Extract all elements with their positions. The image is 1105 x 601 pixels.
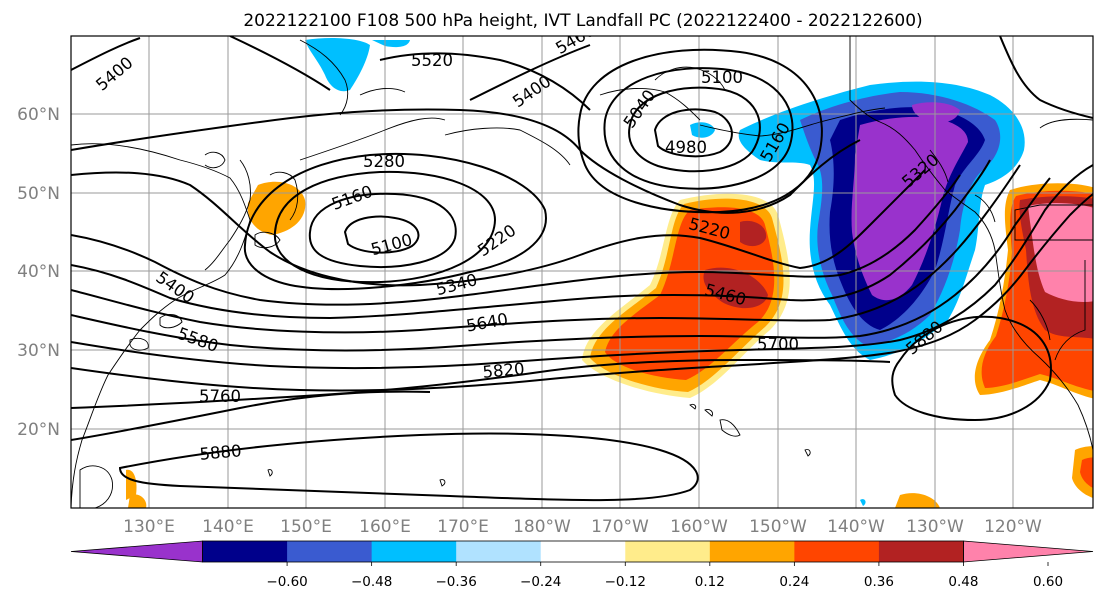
lat-label: 50°N [17,184,60,204]
lat-label: 20°N [17,420,60,440]
longitude-labels: 130°E 140°E 150°E 160°E 170°E 180°W 170°… [123,517,1042,537]
contour-label: 5520 [411,51,453,70]
colorbar-tick-label: 0.36 [864,574,894,590]
contour-label: 4980 [665,138,707,157]
ivt-positive-shading [126,181,1093,508]
contour-label: 5100 [701,68,743,87]
lon-label: 130°E [123,517,175,537]
lon-label: 120°W [984,517,1042,537]
lat-label: 40°N [17,262,60,282]
colorbar-extend-low [70,540,203,563]
colorbar-segment [540,541,626,562]
map-frame [70,35,1094,509]
colorbar-segment [202,541,288,562]
lon-label: 170°E [437,517,489,537]
colorbar-tick-label: −0.24 [520,574,561,590]
lon-label: 180°W [513,517,571,537]
lon-label: 170°W [591,517,649,537]
lat-label: 60°N [17,105,60,125]
colorbar-tick-label: 0.24 [779,574,809,590]
colorbar-tick-label: 0.12 [695,574,725,590]
contour-label: 5880 [199,441,242,464]
colorbar-segment [287,541,373,562]
colorbar-segment [371,541,457,562]
colorbar-tick-label: 0.60 [1033,574,1063,590]
graticule [71,36,1093,508]
colorbar-segment [625,541,711,562]
colorbar-tick-label: −0.12 [605,574,646,590]
map-area: 5400 5520 5460 5400 5100 5040 4980 5160 … [71,36,1093,508]
colorbar-segment [456,541,542,562]
contour-label: 5820 [482,359,525,382]
colorbar-tick-label: −0.48 [351,574,392,590]
height-contours [71,36,1093,502]
colorbar-tick-label: −0.60 [266,574,307,590]
colorbar-tick-label: −0.36 [435,574,476,590]
lon-label: 150°E [280,517,332,537]
lon-label: 150°W [749,517,807,537]
latitude-labels: 60°N 50°N 40°N 30°N 20°N [17,105,60,440]
colorbar-segment [709,541,795,562]
contour-label: 5280 [363,152,405,171]
colorbar [70,540,1094,566]
colorbar-ticks: −0.60 −0.48 −0.36 −0.24 −0.12 0.12 0.24 … [266,574,1063,590]
colorbar-tick-label: 0.48 [948,574,978,590]
colorbar-segment [878,541,964,562]
contour-label: 5760 [199,387,241,406]
lon-label: 130°W [906,517,964,537]
lat-label: 30°N [17,341,60,361]
figure-title: 2022122100 F108 500 hPa height, IVT Land… [243,11,922,31]
lon-label: 160°E [359,517,411,537]
lon-label: 140°W [827,517,885,537]
contour-label: 5700 [757,335,799,354]
lon-label: 140°E [202,517,254,537]
colorbar-outline [202,540,964,563]
lon-label: 160°W [670,517,728,537]
colorbar-segment [794,541,880,562]
colorbar-extend-high [963,540,1094,563]
